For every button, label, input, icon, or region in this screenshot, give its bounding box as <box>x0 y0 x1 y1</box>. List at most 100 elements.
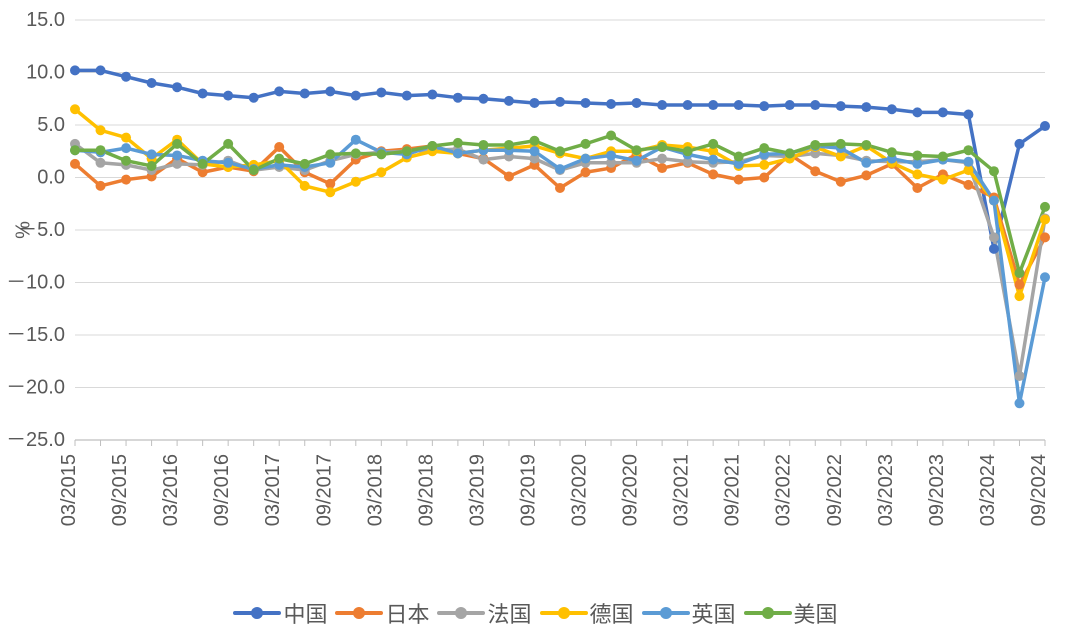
legend-swatch <box>233 604 281 622</box>
series-marker <box>96 145 106 155</box>
series-marker <box>376 167 386 177</box>
series-marker <box>887 147 897 157</box>
series-marker <box>504 171 514 181</box>
series-marker <box>938 175 948 185</box>
x-tick-label: 09/2018 <box>415 454 437 526</box>
legend-label: 法国 <box>487 597 531 629</box>
series-marker <box>223 139 233 149</box>
series-marker <box>708 139 718 149</box>
legend-label: 英国 <box>692 597 736 629</box>
series-marker <box>759 101 769 111</box>
series-marker <box>810 140 820 150</box>
series-marker <box>555 97 565 107</box>
legend-swatch <box>335 604 383 622</box>
series-marker <box>555 183 565 193</box>
series-marker <box>351 135 361 145</box>
series-marker <box>351 148 361 158</box>
series-marker <box>402 91 412 101</box>
series-marker <box>351 177 361 187</box>
series-marker <box>300 159 310 169</box>
x-tick-label: 03/2024 <box>977 454 999 526</box>
x-tick-label: 03/2018 <box>364 454 386 526</box>
series-marker <box>1040 121 1050 131</box>
y-tick-label: 10.0 <box>26 62 65 84</box>
series-marker <box>938 107 948 117</box>
legend-swatch <box>437 604 485 622</box>
x-tick-label: 03/2015 <box>58 454 80 526</box>
series-marker <box>683 100 693 110</box>
series-marker <box>1040 215 1050 225</box>
series-marker <box>810 100 820 110</box>
series-marker <box>70 159 80 169</box>
series-marker <box>274 142 284 152</box>
series-marker <box>1040 202 1050 212</box>
series-marker <box>785 100 795 110</box>
series-marker <box>1014 268 1024 278</box>
series-marker <box>529 146 539 156</box>
series-marker <box>96 125 106 135</box>
series-marker <box>1014 280 1024 290</box>
series-marker <box>478 155 488 165</box>
x-tick-label: 03/2023 <box>875 454 897 526</box>
series-marker <box>912 169 922 179</box>
series-marker <box>427 90 437 100</box>
series-marker <box>938 152 948 162</box>
series-marker <box>555 146 565 156</box>
series-marker <box>657 100 667 110</box>
x-tick-label: 09/2024 <box>1028 454 1050 526</box>
series-marker <box>376 149 386 159</box>
series-marker <box>581 154 591 164</box>
series-marker <box>581 98 591 108</box>
series-marker <box>1040 232 1050 242</box>
series-marker <box>300 89 310 99</box>
legend-item: 法国 <box>437 597 531 629</box>
series-marker <box>453 93 463 103</box>
legend-label: 美国 <box>794 597 838 629</box>
legend-swatch <box>642 604 690 622</box>
series-marker <box>147 149 157 159</box>
series-marker <box>912 107 922 117</box>
series-marker <box>989 166 999 176</box>
series-marker <box>96 65 106 75</box>
series-marker <box>708 100 718 110</box>
legend-item: 德国 <box>540 597 634 629</box>
series-marker <box>504 96 514 106</box>
series-marker <box>529 136 539 146</box>
series-marker <box>657 163 667 173</box>
series-marker <box>581 139 591 149</box>
x-tick-label: 03/2020 <box>569 454 591 526</box>
y-tick-label: 5.0 <box>37 114 65 136</box>
series-marker <box>759 143 769 153</box>
series-marker <box>198 159 208 169</box>
series-marker <box>1014 291 1024 301</box>
series-marker <box>836 101 846 111</box>
legend-swatch <box>744 604 792 622</box>
series-marker <box>223 91 233 101</box>
series-marker <box>785 148 795 158</box>
series-marker <box>249 93 259 103</box>
x-tick-label: 03/2022 <box>773 454 795 526</box>
series-marker <box>147 161 157 171</box>
series-marker <box>453 148 463 158</box>
y-tick-label: －10.0 <box>6 272 65 294</box>
series-marker <box>632 98 642 108</box>
series-marker <box>1014 139 1024 149</box>
y-tick-label: －25.0 <box>6 429 65 451</box>
series-marker <box>121 143 131 153</box>
x-tick-label: 09/2023 <box>926 454 948 526</box>
series-marker <box>759 173 769 183</box>
series-marker <box>734 152 744 162</box>
series-marker <box>351 91 361 101</box>
series-marker <box>147 78 157 88</box>
series-marker <box>96 181 106 191</box>
series-marker <box>836 177 846 187</box>
series-marker <box>249 165 259 175</box>
series-marker <box>963 180 973 190</box>
series-marker <box>376 87 386 97</box>
series-marker <box>632 156 642 166</box>
x-tick-label: 09/2020 <box>620 454 642 526</box>
series-marker <box>300 181 310 191</box>
y-tick-label: －15.0 <box>6 324 65 346</box>
series-marker <box>504 140 514 150</box>
series-marker <box>198 89 208 99</box>
